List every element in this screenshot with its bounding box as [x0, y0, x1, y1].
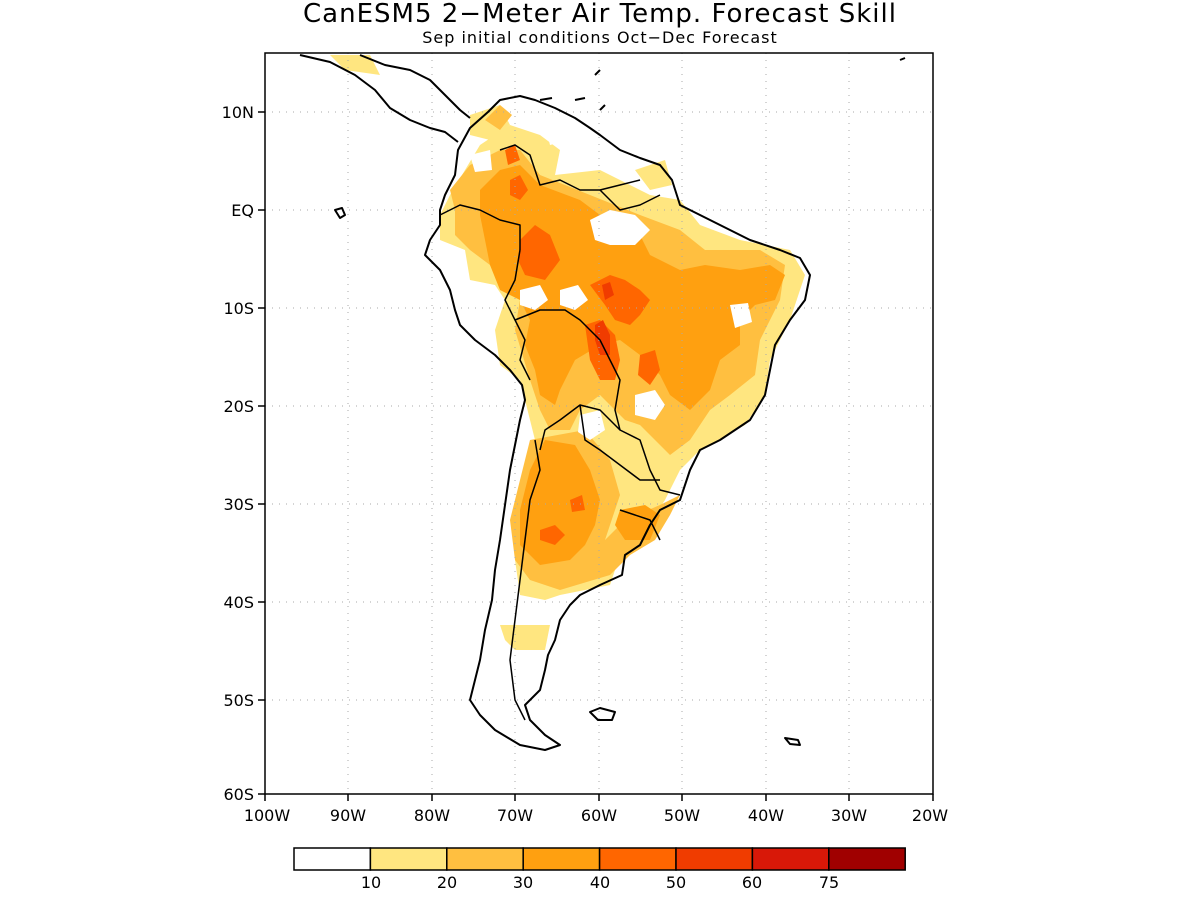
colorbar-label: 75	[819, 873, 839, 892]
country-borders	[439, 144, 681, 721]
lon-tick-label: 20W	[912, 806, 948, 825]
lat-tick-label: 50S	[223, 691, 254, 710]
colorbar-label: 50	[666, 873, 686, 892]
colorbar-label: 40	[590, 873, 610, 892]
lat-tick-label: 10N	[222, 103, 254, 122]
lat-tick-label: 40S	[223, 593, 254, 612]
skill-below-10	[470, 125, 752, 440]
lon-tick-marks	[264, 794, 934, 801]
colorbar-label: 30	[513, 873, 533, 892]
colorbar-box	[751, 847, 830, 871]
colorbar-box	[446, 847, 524, 871]
lat-tick-label: 60S	[223, 785, 254, 804]
lat-tick-label: 20S	[223, 397, 254, 416]
colorbar-box	[675, 847, 754, 871]
lon-tick-label: 90W	[330, 806, 366, 825]
colorbar: 10 20 30 40 50 60 75	[293, 847, 906, 892]
lon-tick-label: 50W	[664, 806, 700, 825]
colorbar-box	[598, 847, 677, 871]
colorbar-labels: 10 20 30 40 50 60 75	[361, 873, 839, 892]
colorbar-box	[522, 847, 601, 871]
lat-tick-label: 30S	[223, 495, 254, 514]
colorbar-label: 60	[742, 873, 762, 892]
colorbar-box	[369, 847, 448, 871]
lat-tick-label: 10S	[223, 299, 254, 318]
central-america-north-coast	[359, 54, 471, 119]
skill-shading	[330, 55, 805, 650]
colorbar-box	[293, 847, 372, 871]
lon-tick-label: 80W	[414, 806, 450, 825]
map-subtitle: Sep initial conditions Oct−Dec Forecast	[422, 28, 778, 47]
lat-tick-marks	[258, 111, 265, 795]
lon-tick-label: 30W	[831, 806, 867, 825]
colorbar-label: 10	[361, 873, 381, 892]
central-america-coastline	[299, 54, 459, 143]
caribbean-islands	[539, 57, 906, 111]
map-title: CanESM5 2−Meter Air Temp. Forecast Skill	[303, 0, 897, 29]
lat-tick-label: EQ	[231, 201, 254, 220]
lon-tick-label: 70W	[497, 806, 533, 825]
galapagos-islands	[334, 207, 346, 219]
skill-50-60	[595, 282, 614, 355]
lon-tick-labels: 100W 90W 80W 70W 60W 50W 40W 30W 20W	[244, 806, 948, 825]
lon-tick-label: 60W	[581, 806, 617, 825]
coastlines	[299, 54, 906, 751]
lon-tick-label: 100W	[244, 806, 291, 825]
south-georgia	[784, 737, 801, 746]
falkland-islands	[589, 707, 616, 721]
colorbar-boxes	[293, 847, 906, 871]
lat-tick-labels: 10N EQ 10S 20S 30S 40S 50S 60S	[222, 103, 254, 804]
lon-tick-label: 40W	[748, 806, 784, 825]
colorbar-label: 20	[437, 873, 457, 892]
south-america-coastline	[424, 95, 811, 751]
colorbar-box	[828, 847, 906, 871]
